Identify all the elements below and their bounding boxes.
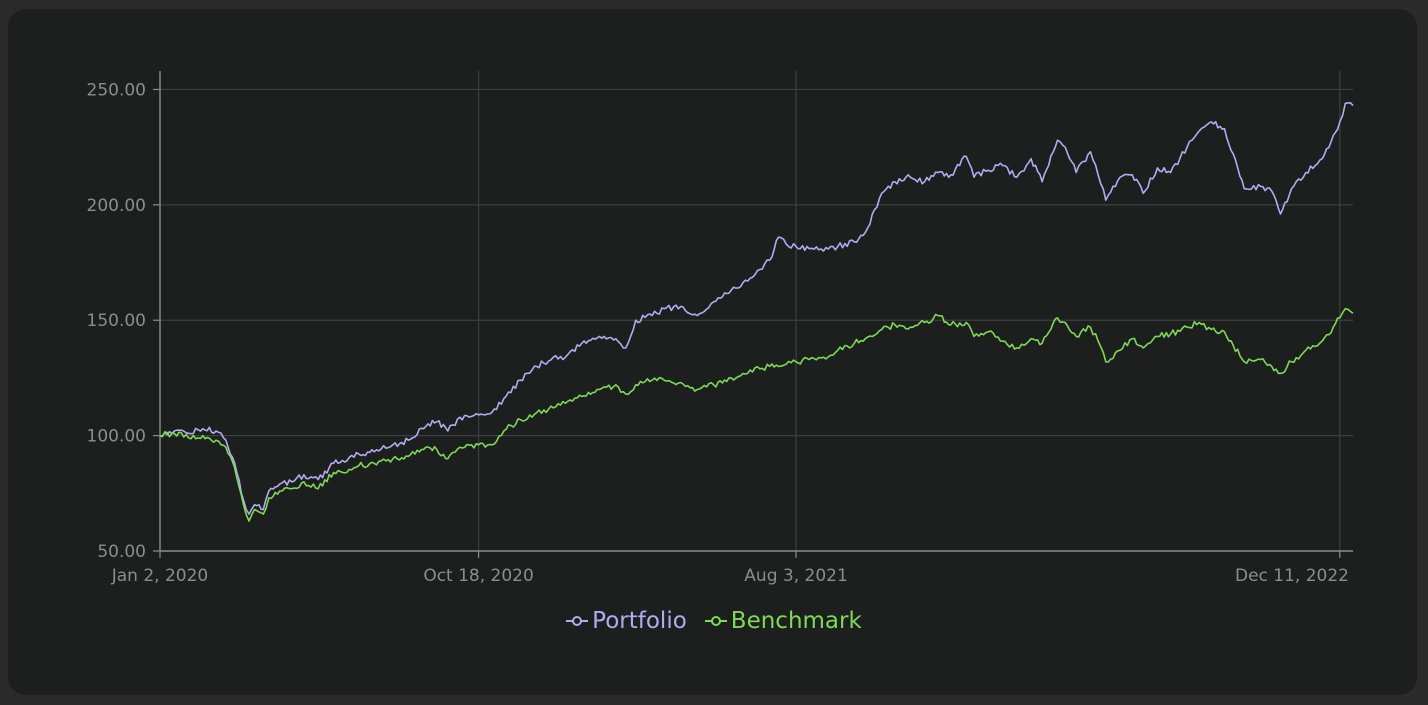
legend-marker-icon	[566, 616, 589, 626]
legend-item-portfolio[interactable]: Portfolio	[566, 608, 687, 634]
legend-marker-dot	[572, 616, 583, 626]
series-line-portfolio	[159, 102, 1354, 515]
y-tick-label: 150.00	[87, 311, 146, 331]
legend-item-benchmark[interactable]: Benchmark	[704, 608, 862, 634]
y-tick-label: 200.00	[87, 196, 146, 216]
y-tick-label: 250.00	[87, 80, 146, 100]
legend-marker-dot	[710, 616, 721, 626]
series-lines	[159, 102, 1354, 522]
tick-labels: 50.00 100.00 150.00 200.00 250.00 Jan 2, 2020…	[87, 80, 1349, 586]
x-tick-label: Dec 11, 2022	[1235, 566, 1349, 586]
grid-lines	[160, 71, 1353, 551]
chart-card	[8, 9, 1417, 695]
axes	[153, 71, 1353, 558]
legend-label: Benchmark	[730, 608, 862, 634]
y-tick-label: 50.00	[97, 542, 146, 562]
x-tick-label: Oct 18, 2020	[423, 566, 534, 586]
legend: Portfolio Benchmark	[0, 608, 1428, 634]
legend-marker-icon	[704, 616, 727, 626]
x-tick-label: Aug 3, 2021	[744, 566, 848, 586]
y-tick-label: 100.00	[87, 427, 146, 447]
legend-label: Portfolio	[592, 608, 687, 634]
series-line-benchmark	[159, 307, 1354, 522]
x-tick-label: Jan 2, 2020	[111, 566, 209, 586]
